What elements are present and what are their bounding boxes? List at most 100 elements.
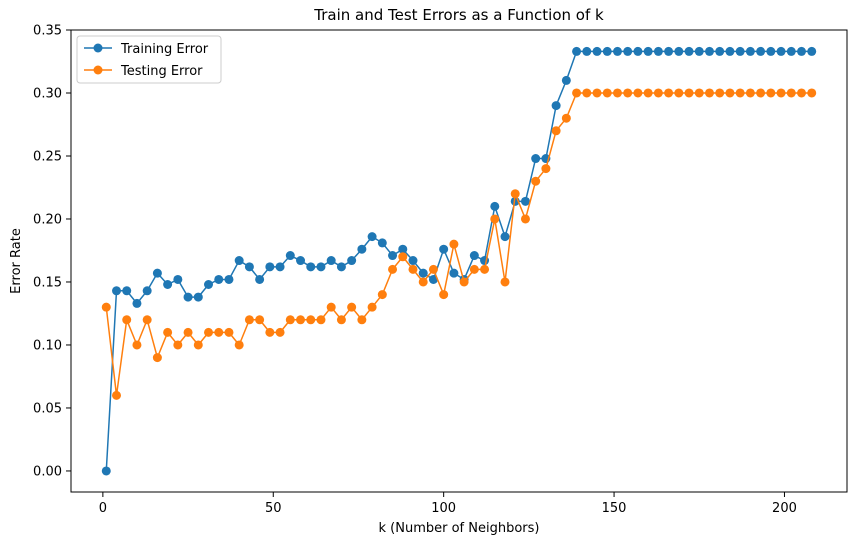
x-tick-label: 100 [431,501,456,516]
data-point-testing [112,390,121,400]
y-tick-label: 0.05 [33,401,62,416]
data-point-training [163,280,173,289]
data-point-training [101,466,111,476]
y-tick-label: 0.30 [33,86,62,101]
data-point-training [490,201,500,211]
data-point-testing [684,88,694,98]
x-tick-label: 200 [772,501,797,516]
data-point-testing [480,264,490,274]
data-point-testing [612,88,622,98]
data-point-training [582,46,592,56]
data-point-testing [408,264,418,274]
data-point-testing [347,302,357,312]
data-point-training [500,232,510,242]
data-point-testing [664,88,674,98]
data-point-training [807,46,817,56]
data-point-testing [510,189,520,199]
data-point-testing [776,88,786,98]
data-point-testing [715,88,725,98]
data-point-testing [388,264,398,274]
y-tick-label: 0.00 [33,464,62,479]
data-point-testing [296,315,306,325]
data-point-testing [204,327,214,337]
series-line-training [105,50,812,472]
legend-marker-training [93,43,103,53]
data-point-training [132,298,142,308]
x-tick-label: 0 [99,501,107,516]
data-point-training [285,251,295,261]
data-point-training [214,274,224,284]
legend-label-testing: Testing Error [120,64,203,79]
data-point-training [112,286,121,296]
legend-box [76,35,222,84]
data-point-training [398,244,408,254]
data-point-testing [428,264,438,274]
data-point-training [449,268,459,278]
data-point-training [735,46,745,56]
data-point-training [694,46,704,56]
series-training [101,46,817,476]
legend-marker-testing [93,65,103,75]
data-point-testing [459,277,469,287]
data-point-training [704,46,714,56]
data-point-training [612,46,622,56]
data-point-training [418,268,428,278]
data-point-testing [285,315,295,325]
x-axis-ticks: 0 50 100 150 200 [99,492,797,516]
data-point-training [296,256,306,266]
data-point-testing [561,113,571,123]
data-point-testing [132,340,142,350]
data-point-testing [398,252,408,262]
data-point-training [183,292,193,302]
data-point-testing [623,88,633,98]
data-point-testing [122,315,132,325]
data-point-testing [265,327,275,337]
data-point-training [377,238,387,248]
data-point-training [643,46,653,56]
data-point-testing [224,327,234,337]
data-point-testing [183,327,193,337]
data-point-training [122,286,132,296]
legend: Training Error Testing Error [76,35,222,84]
data-point-training [786,46,796,56]
data-point-training [633,46,643,56]
data-point-training [224,274,234,284]
data-point-training [234,256,244,266]
data-point-testing [766,88,776,98]
data-point-training [520,196,530,206]
series-layer [101,46,817,476]
x-tick-label: 150 [602,501,627,516]
data-point-training [623,46,633,56]
data-point-training [265,262,275,272]
data-point-testing [439,290,449,300]
data-point-testing [234,340,244,350]
data-point-training [684,46,694,56]
data-point-testing [377,290,387,300]
series-line-testing [105,92,812,397]
y-axis-ticks: 0.00 0.05 0.10 0.15 0.20 0.25 0.30 0.35 [33,24,71,479]
data-point-training [142,286,152,296]
data-point-training [204,280,214,289]
data-point-training [745,46,755,56]
data-point-training [357,244,367,254]
data-point-testing [255,315,265,325]
data-point-training [275,262,285,272]
data-point-testing [163,327,173,337]
y-tick-label: 0.20 [33,212,62,227]
data-point-training [561,75,571,85]
data-point-training [367,232,377,242]
data-point-training [602,46,612,56]
data-point-testing [214,327,224,337]
data-point-testing [500,277,510,287]
data-point-testing [520,214,530,224]
data-point-testing [336,315,346,325]
data-point-testing [316,315,326,325]
data-point-training [152,268,162,278]
series-testing [101,88,817,400]
data-point-training [255,274,265,284]
data-point-training [797,46,806,56]
data-point-testing [745,88,755,98]
data-point-training [715,46,725,56]
data-point-training [326,256,336,266]
